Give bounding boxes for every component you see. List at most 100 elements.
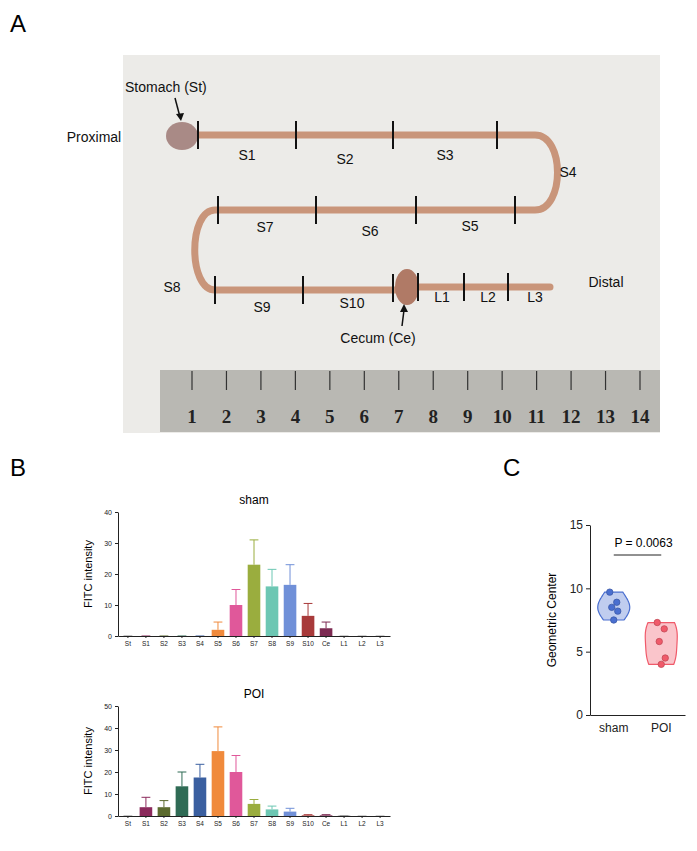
point xyxy=(611,617,617,623)
segment-separator xyxy=(214,276,216,304)
x-tick: L2 xyxy=(358,636,366,647)
error-cap xyxy=(250,539,259,540)
segment-separator xyxy=(197,121,199,149)
segment-separator xyxy=(417,273,419,301)
photo-label: L2 xyxy=(480,289,496,305)
x-tick-mark xyxy=(199,636,200,638)
error-bar xyxy=(199,764,200,777)
point xyxy=(662,655,668,661)
error-cap xyxy=(142,797,151,798)
arrow-head xyxy=(400,304,408,312)
photo-label: Proximal xyxy=(67,129,121,145)
bar xyxy=(374,636,387,637)
bar xyxy=(284,585,297,636)
ruler-label: 9 xyxy=(463,406,473,427)
annotation: P = 0.0063 xyxy=(614,536,672,550)
bar xyxy=(356,816,369,817)
error-bar xyxy=(181,772,182,786)
ruler-label: 12 xyxy=(562,406,581,427)
x-tick-mark xyxy=(344,636,345,638)
x-tick-label: sham xyxy=(599,721,628,735)
y-tick-mark xyxy=(115,636,118,637)
bar xyxy=(248,804,261,816)
x-tick-label: L3 xyxy=(376,640,384,647)
x-tick-mark xyxy=(272,636,273,638)
bar xyxy=(212,751,225,816)
error-bar xyxy=(272,569,273,586)
y-tick: 30 xyxy=(104,747,118,754)
x-tick-mark xyxy=(326,636,327,638)
point xyxy=(609,604,615,610)
photo-label: S10 xyxy=(340,295,365,311)
x-tick: S2 xyxy=(160,816,168,827)
error-cap xyxy=(268,569,277,570)
y-tick-mark xyxy=(586,652,590,653)
x-tick-label: S9 xyxy=(286,640,294,647)
x-tick: S3 xyxy=(178,636,186,647)
y-tick-mark xyxy=(115,543,118,544)
y-tick: 30 xyxy=(104,540,118,547)
bar xyxy=(320,815,333,816)
x-tick-mark xyxy=(199,816,200,818)
error-cap xyxy=(376,636,385,637)
error-cap xyxy=(286,808,295,809)
x-tick: L3 xyxy=(376,816,384,827)
y-tick-label: 40 xyxy=(104,725,112,732)
y-tick-mark xyxy=(586,525,590,526)
x-tick: Ce xyxy=(322,816,331,827)
x-tick-label: S2 xyxy=(160,640,168,647)
x-tick-mark xyxy=(181,816,182,818)
y-tick-label: 10 xyxy=(104,791,112,798)
segment-separator xyxy=(507,273,509,301)
photo-label: L1 xyxy=(434,289,450,305)
x-tick-label: L3 xyxy=(376,820,384,827)
x-tick-label: S8 xyxy=(268,640,276,647)
ruler-label: 3 xyxy=(256,406,266,427)
x-tick-label: S6 xyxy=(232,640,240,647)
ruler-tick xyxy=(226,371,227,390)
x-tick-mark xyxy=(217,816,218,818)
error-cap xyxy=(142,636,151,637)
ruler-label: 11 xyxy=(528,406,546,427)
y-tick-label: 40 xyxy=(104,509,112,516)
y-tick-mark xyxy=(586,588,590,589)
chart-title: sham xyxy=(239,493,268,507)
y-tick-mark xyxy=(115,512,118,513)
x-tick: L1 xyxy=(340,636,348,647)
violin xyxy=(645,623,677,665)
x-tick: POI xyxy=(651,715,672,735)
chart-title: POI xyxy=(244,687,265,701)
error-cap xyxy=(178,636,187,637)
x-tick: L3 xyxy=(376,636,384,647)
violin xyxy=(598,592,630,620)
y-tick-label: 10 xyxy=(104,602,112,609)
bars xyxy=(123,727,384,816)
x-tick-mark xyxy=(217,636,218,638)
bar xyxy=(212,630,225,636)
error-cap xyxy=(232,755,241,756)
photo-label: Distal xyxy=(588,274,623,290)
error-cap xyxy=(160,800,169,801)
x-tick-label: S8 xyxy=(268,820,276,827)
x-tick-label: Ce xyxy=(322,640,331,647)
x-tick-label: S3 xyxy=(178,640,186,647)
photo-label: S4 xyxy=(559,164,576,180)
error-cap xyxy=(123,816,132,817)
error-bar xyxy=(326,622,327,628)
ruler-label: 10 xyxy=(493,406,512,427)
y-tick: 50 xyxy=(104,703,118,710)
error-cap xyxy=(160,636,169,637)
x-tick-mark xyxy=(290,636,291,638)
bar xyxy=(122,816,135,817)
error-cap xyxy=(196,636,205,637)
ruler-tick xyxy=(536,371,537,390)
x-tick-label: S1 xyxy=(142,640,150,647)
error-cap xyxy=(178,772,187,773)
x-tick: St xyxy=(125,816,131,827)
bar xyxy=(302,616,315,636)
x-tick-label: L2 xyxy=(358,820,366,827)
ruler-tick xyxy=(398,371,399,390)
segment-separator xyxy=(217,196,219,224)
x-tick-label: S7 xyxy=(250,640,258,647)
y-tick-label: 0 xyxy=(576,708,583,722)
